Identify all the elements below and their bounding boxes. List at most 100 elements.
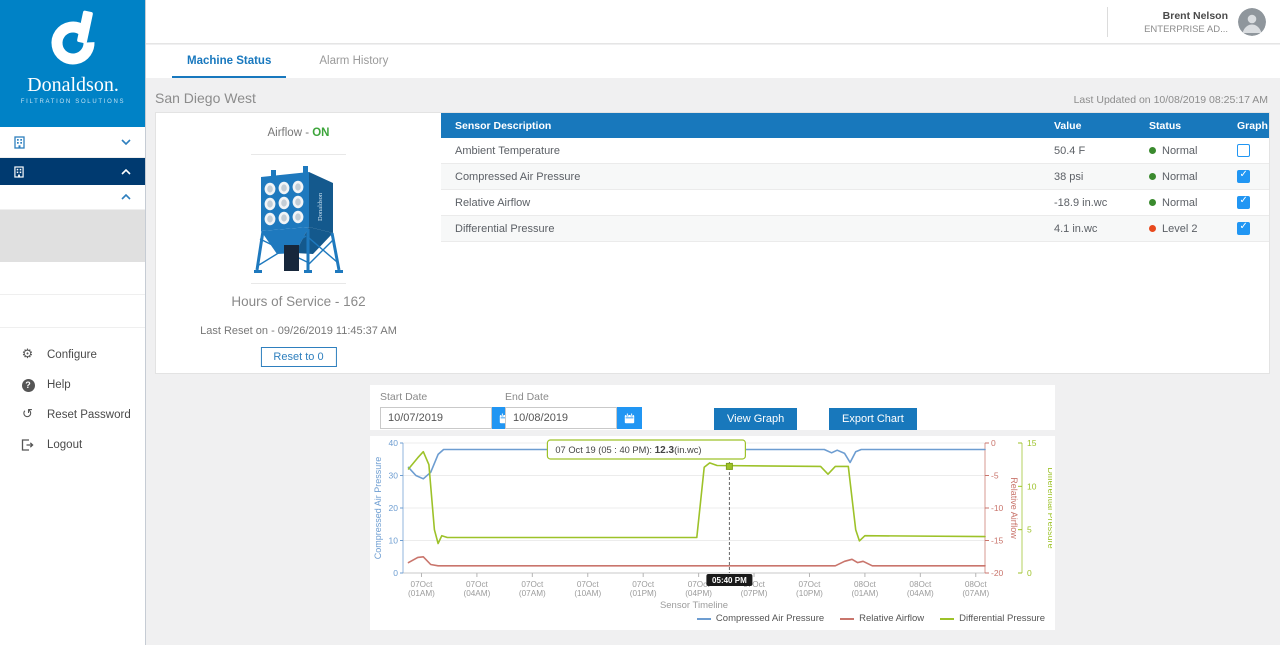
top-bar: Brent Nelson ENTERPRISE AD... bbox=[146, 0, 1280, 44]
last-reset-text: Last Reset on - 09/26/2019 11:45:37 AM bbox=[156, 325, 441, 337]
user-avatar[interactable] bbox=[1238, 8, 1266, 36]
sensor-table: Sensor Description Value Status Graph Am… bbox=[441, 113, 1269, 242]
machine-status-card: Airflow - ON bbox=[155, 112, 1270, 374]
tab-alarm-history[interactable]: Alarm History bbox=[304, 45, 403, 78]
sidebar-item-company[interactable] bbox=[0, 127, 145, 158]
end-date-input[interactable] bbox=[505, 407, 617, 429]
view-graph-button[interactable]: View Graph bbox=[714, 408, 797, 430]
building-icon bbox=[14, 136, 25, 149]
chevron-down-icon bbox=[121, 139, 131, 145]
graph-checkbox[interactable]: ✓ bbox=[1237, 222, 1250, 235]
sensor-chart[interactable]: 07Oct(01AM)07Oct(04AM)07Oct(07AM)07Oct(1… bbox=[372, 438, 1052, 614]
svg-text:Relative Airflow: Relative Airflow bbox=[1009, 477, 1019, 539]
svg-text:(10PM): (10PM) bbox=[796, 589, 823, 598]
status-label: Level 2 bbox=[1162, 223, 1197, 235]
status-dot-icon bbox=[1149, 199, 1156, 206]
svg-text:Differential Pressure: Differential Pressure bbox=[1046, 467, 1052, 548]
logout-icon bbox=[20, 439, 35, 451]
sensor-value: 50.4 F bbox=[1040, 145, 1135, 157]
legend-label: Relative Airflow bbox=[859, 613, 924, 624]
svg-text:07 Oct 19 (05 : 40 PM): 12.3(i: 07 Oct 19 (05 : 40 PM): 12.3(in.wc) bbox=[555, 445, 701, 456]
sidebar: Donaldson. FILTRATION SOLUTIONS bbox=[0, 0, 146, 645]
sensor-status: Normal bbox=[1135, 145, 1223, 157]
brand-logo[interactable]: Donaldson. FILTRATION SOLUTIONS bbox=[0, 0, 145, 127]
machine-panel: Airflow - ON bbox=[156, 113, 441, 373]
sensor-value: 38 psi bbox=[1040, 171, 1135, 183]
chevron-up-icon bbox=[121, 194, 131, 200]
user-role: ENTERPRISE AD... bbox=[1144, 24, 1228, 35]
svg-text:05:40 PM: 05:40 PM bbox=[712, 576, 747, 585]
start-date-label: Start Date bbox=[380, 391, 517, 403]
sidebar-menu-label: Logout bbox=[47, 439, 82, 451]
dust-collector-image: Donaldson bbox=[251, 161, 347, 275]
sidebar-item-blank[interactable] bbox=[0, 295, 145, 328]
chart-card: Start Date End Date bbox=[370, 385, 1055, 630]
status-dot-icon bbox=[1149, 225, 1156, 232]
svg-text:07Oct: 07Oct bbox=[799, 580, 822, 589]
svg-text:(01AM): (01AM) bbox=[851, 589, 878, 598]
sidebar-item-sub-group[interactable] bbox=[0, 185, 145, 210]
export-chart-button[interactable]: Export Chart bbox=[829, 408, 917, 430]
divider bbox=[370, 430, 1055, 436]
sensor-status: Level 2 bbox=[1135, 223, 1223, 235]
svg-text:07Oct: 07Oct bbox=[577, 580, 600, 589]
status-label: Normal bbox=[1162, 171, 1197, 183]
sidebar-menu-help[interactable]: ?Help bbox=[0, 370, 145, 400]
legend-item: Relative Airflow bbox=[840, 613, 924, 624]
end-date-group: End Date bbox=[505, 391, 642, 429]
svg-text:Donaldson: Donaldson bbox=[317, 192, 324, 221]
sidebar-item-site-expanded[interactable] bbox=[0, 158, 145, 185]
chart-legend: Compressed Air Pressure Relative Airflow D… bbox=[697, 613, 1045, 624]
legend-label: Differential Pressure bbox=[959, 613, 1045, 624]
divider bbox=[251, 154, 346, 155]
start-date-input[interactable] bbox=[380, 407, 492, 429]
col-graph: Graph bbox=[1223, 120, 1269, 132]
svg-text:30: 30 bbox=[389, 471, 399, 481]
sensor-row: Relative Airflow-18.9 in.wcNormal✓ bbox=[441, 190, 1269, 216]
last-updated-text: Last Updated on 10/08/2019 08:25:17 AM bbox=[1074, 94, 1268, 106]
legend-item: Differential Pressure bbox=[940, 613, 1045, 624]
divider bbox=[1107, 7, 1108, 37]
svg-text:(04PM): (04PM) bbox=[685, 589, 712, 598]
avatar-person-icon bbox=[1238, 8, 1266, 36]
sidebar-menu-logout[interactable]: Logout bbox=[0, 430, 145, 460]
airflow-state-badge: ON bbox=[312, 127, 329, 139]
airflow-status: Airflow - ON bbox=[156, 127, 441, 139]
sensor-description: Ambient Temperature bbox=[441, 145, 1040, 157]
svg-text:10: 10 bbox=[1027, 481, 1037, 491]
sidebar-item-selected-machine[interactable] bbox=[0, 210, 145, 262]
user-info: Brent Nelson ENTERPRISE AD... bbox=[1144, 10, 1228, 35]
sidebar-menu-label: Reset Password bbox=[47, 409, 131, 421]
svg-text:10: 10 bbox=[389, 536, 399, 546]
sidebar-menu-configure[interactable]: ⚙Configure bbox=[0, 340, 145, 370]
svg-text:20: 20 bbox=[389, 503, 399, 513]
svg-text:-15: -15 bbox=[991, 536, 1004, 546]
svg-text:(10AM): (10AM) bbox=[574, 589, 601, 598]
hours-of-service: Hours of Service - 162 bbox=[156, 294, 441, 309]
svg-text:(04AM): (04AM) bbox=[907, 589, 934, 598]
svg-text:(07AM): (07AM) bbox=[519, 589, 546, 598]
sidebar-item-blank[interactable] bbox=[0, 262, 145, 295]
gear-icon: ⚙ bbox=[20, 348, 35, 362]
calendar-icon bbox=[624, 413, 635, 424]
svg-text:0: 0 bbox=[1027, 568, 1032, 578]
svg-text:-20: -20 bbox=[991, 568, 1004, 578]
sensor-description: Differential Pressure bbox=[441, 223, 1040, 235]
sensor-row: Ambient Temperature50.4 FNormal bbox=[441, 138, 1269, 164]
divider bbox=[251, 283, 346, 284]
sidebar-menu-reset-password[interactable]: ↺ Reset Password bbox=[0, 400, 145, 430]
svg-text:08Oct: 08Oct bbox=[854, 580, 877, 589]
graph-checkbox[interactable]: ✓ bbox=[1237, 170, 1250, 183]
svg-text:-10: -10 bbox=[991, 503, 1004, 513]
reset-icon: ↺ bbox=[20, 408, 35, 422]
reset-to-zero-button[interactable]: Reset to 0 bbox=[260, 347, 336, 367]
legend-label: Compressed Air Pressure bbox=[716, 613, 824, 624]
end-date-calendar-button[interactable] bbox=[617, 407, 642, 429]
graph-checkbox[interactable] bbox=[1237, 144, 1250, 157]
tab-machine-status[interactable]: Machine Status bbox=[172, 45, 286, 78]
legend-swatch-icon bbox=[940, 618, 954, 620]
svg-text:0: 0 bbox=[991, 438, 996, 448]
graph-checkbox[interactable]: ✓ bbox=[1237, 196, 1250, 209]
sensor-description: Compressed Air Pressure bbox=[441, 171, 1040, 183]
sensor-table-header: Sensor Description Value Status Graph bbox=[441, 113, 1269, 138]
